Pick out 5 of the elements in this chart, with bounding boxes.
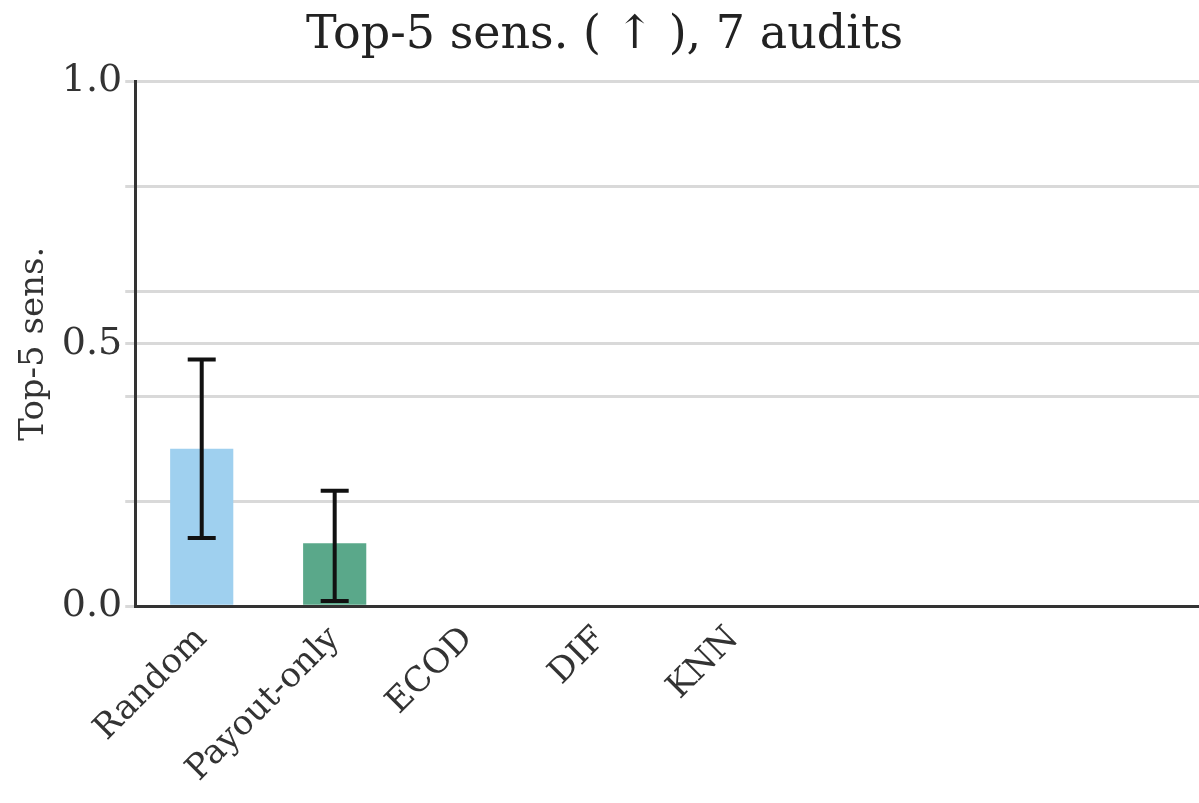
y-tick-label: 0.5	[61, 318, 123, 363]
y-axis-title: Top-5 sens.	[11, 246, 52, 441]
y-tick-label: 1.0	[61, 56, 123, 101]
chart-title: Top-5 sens. ( ↑ ), 7 audits	[305, 4, 904, 59]
y-tick-label: 0.0	[61, 581, 123, 626]
